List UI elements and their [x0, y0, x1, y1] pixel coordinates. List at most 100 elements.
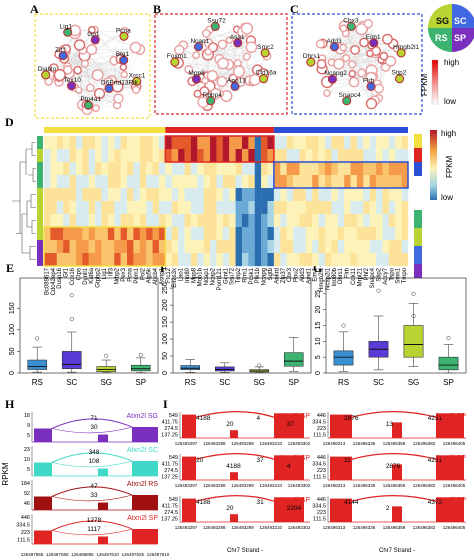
- heatmap-cell: [273, 227, 281, 241]
- heatmap-column-label: Lig1: [102, 267, 108, 279]
- network-a-frame: [34, 13, 151, 119]
- heatmap-cell: [229, 136, 236, 150]
- heatmap-cell: [107, 175, 115, 189]
- heatmap-cell: [158, 201, 166, 215]
- gene-node: [206, 96, 216, 106]
- heatmap-cell: [241, 162, 249, 176]
- heatmap-cell: [184, 136, 192, 150]
- heatmap-cell: [248, 201, 255, 215]
- network-node: [87, 26, 96, 34]
- quadrant-sp: [452, 28, 474, 52]
- heatmap-cell: [337, 162, 345, 176]
- heatmap-cell: [95, 149, 102, 163]
- exon-coverage: [392, 464, 402, 480]
- junction-arc: [195, 495, 275, 502]
- heatmap-cell: [197, 201, 204, 215]
- heatmap-cell: [235, 188, 243, 202]
- heatmap-cell: [107, 136, 115, 150]
- heatmap-column-label: Mpp8: [191, 267, 197, 283]
- heatmap-cell: [241, 149, 249, 163]
- heatmap-cell: [267, 149, 275, 163]
- box-outlier: [411, 313, 416, 319]
- plot-frame: [19, 277, 159, 374]
- network-node: [86, 44, 98, 56]
- panel-label-i: I: [163, 397, 168, 411]
- box-sg: [403, 325, 424, 358]
- dendrogram: [12, 142, 36, 260]
- sashimi-h-xtick: 126497565: [21, 552, 44, 557]
- y-tick-label: 0: [162, 371, 169, 375]
- junction-arc: [51, 486, 133, 497]
- highlight-box-red: [164, 135, 275, 163]
- heatmap-cell: [95, 136, 102, 150]
- heatmap-cell: [293, 253, 300, 267]
- heatmap-cell: [152, 136, 160, 150]
- heatmap-cell: [210, 253, 217, 267]
- heatmap-cell: [382, 136, 390, 150]
- heatmap-cell: [229, 149, 236, 163]
- junction-count: 4188: [226, 463, 241, 470]
- gene-label: Ncap1: [190, 38, 209, 45]
- track-ytick: 446: [317, 455, 326, 461]
- track-ytick: 111.5: [313, 475, 326, 481]
- heatmap-cell: [350, 227, 358, 241]
- heatmap-cell: [69, 175, 77, 189]
- heatmap-cell: [382, 188, 390, 202]
- network-node: [201, 76, 209, 85]
- heatmap-cell: [165, 240, 172, 254]
- track-ytick: 334.5: [16, 523, 30, 529]
- heatmap-cell: [376, 188, 383, 202]
- track-ytick: 137.25: [161, 475, 178, 481]
- box-outlier: [138, 352, 143, 357]
- heatmap-cell: [254, 149, 262, 163]
- legend-sc: SC: [454, 16, 467, 26]
- heatmap-cell: [133, 149, 140, 163]
- heatmap-cell: [216, 136, 224, 150]
- heatmap-column-label: Amd1: [306, 267, 312, 283]
- heatmap-cell: [50, 227, 57, 241]
- box-sp: [130, 364, 151, 372]
- panel-label-f: F: [160, 261, 167, 275]
- gene-node: [83, 100, 93, 110]
- heatmap-cell: [56, 214, 64, 228]
- track-ytick: 446: [317, 497, 326, 503]
- heatmap-cell: [388, 188, 396, 202]
- heatmap-cell: [120, 227, 128, 241]
- sashimi-h-xtick: 126497625: [122, 552, 145, 557]
- heat-side-lime: [414, 228, 422, 246]
- exon-coverage: [392, 422, 402, 438]
- heatmap-cell: [318, 227, 326, 241]
- heatmap-cell: [152, 149, 160, 163]
- track-ytick: 446: [317, 413, 326, 419]
- heatmap-cell: [210, 214, 217, 228]
- heatmap-cell: [107, 240, 115, 254]
- heatmap-cell: [50, 149, 57, 163]
- heatmap-cell: [235, 149, 243, 163]
- heatmap-cell: [401, 227, 409, 241]
- heatmap-column-label: Abcb4: [153, 267, 159, 285]
- heatmap-cell: [312, 201, 319, 215]
- sashimi-h-xtick: 126497610: [147, 552, 170, 557]
- network-node: [385, 55, 397, 67]
- heatmap-cell: [280, 162, 287, 176]
- exon-coverage: [182, 414, 196, 438]
- heatmap-cell: [254, 162, 262, 176]
- heatmap-cell: [197, 188, 204, 202]
- heatmap-column-label: Ilf3: [108, 267, 114, 276]
- heatmap-cell: [158, 240, 166, 254]
- heatmap-cell: [401, 188, 409, 202]
- heatmap-cell: [235, 162, 243, 176]
- heatmap-cell: [75, 227, 83, 241]
- heatmap-column-label: Gcnt1: [223, 267, 229, 284]
- heatmap-cell: [388, 240, 396, 254]
- heatmap-cell: [305, 240, 313, 254]
- gene-label: Xrcc1: [129, 72, 146, 79]
- heatmap-cell: [139, 253, 147, 267]
- heatmap-column-label: Gf1: [64, 267, 70, 277]
- heatmap-cell: [203, 149, 211, 163]
- heatmap-cell: [190, 162, 198, 176]
- junction-arc: [195, 453, 275, 460]
- heatmap-cell: [101, 253, 109, 267]
- heatmap-cell: [261, 253, 268, 267]
- heatmap-cell: [120, 201, 128, 215]
